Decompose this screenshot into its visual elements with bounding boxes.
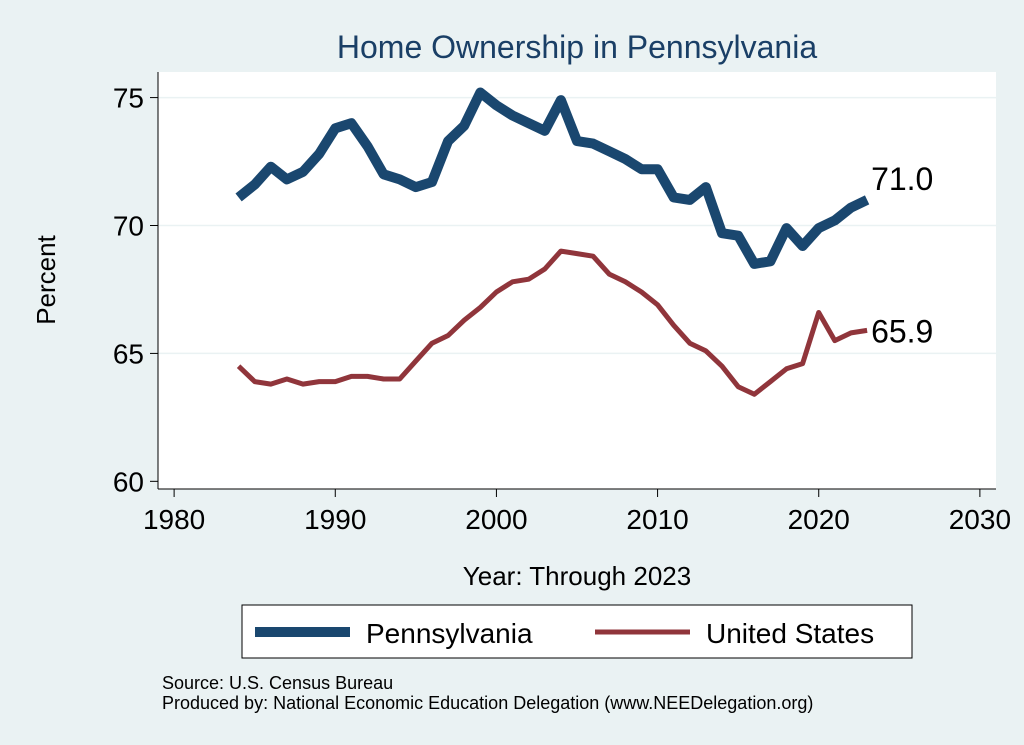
x-tick-label-1990: 1990	[304, 504, 366, 535]
x-tick-label-2020: 2020	[788, 504, 850, 535]
producer-note: Produced by: National Economic Education…	[162, 693, 814, 713]
y-tick-label-75: 75	[113, 83, 144, 114]
y-tick-label-70: 70	[113, 210, 144, 241]
x-tick-label-2000: 2000	[465, 504, 527, 535]
series-layer	[235, 87, 870, 397]
grid	[158, 96, 996, 355]
chart-title: Home Ownership in Pennsylvania	[337, 29, 817, 65]
legend-label-pennsylvania: Pennsylvania	[366, 618, 533, 649]
x-ticks: 1980 1990 2000 2010 2020 2030	[143, 489, 1011, 535]
end-label-pennsylvania: 71.0	[871, 161, 933, 197]
legend-label-united-states: United States	[706, 618, 874, 649]
end-labels: 71.0 65.9	[871, 161, 933, 349]
x-tick-label-2030: 2030	[949, 504, 1011, 535]
y-axis-label: Percent	[31, 234, 61, 324]
x-axis-label: Year: Through 2023	[463, 561, 691, 591]
x-tick-label-1980: 1980	[143, 504, 205, 535]
y-tick-label-65: 65	[113, 338, 144, 369]
legend: Pennsylvania United States	[241, 604, 913, 659]
end-label-united-states: 65.9	[871, 313, 933, 349]
series-line-united-states	[236, 248, 868, 397]
series-line-pennsylvania	[235, 87, 870, 269]
y-ticks: 60 65 70 75	[113, 83, 158, 497]
y-tick-label-60: 60	[113, 466, 144, 497]
legend-box	[241, 604, 913, 659]
x-tick-label-2010: 2010	[626, 504, 688, 535]
source-note: Source: U.S. Census Bureau	[162, 673, 394, 693]
